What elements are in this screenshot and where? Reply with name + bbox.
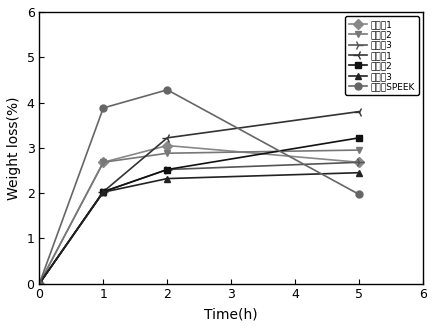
实施例2: [37, 282, 42, 286]
Y-axis label: Weight loss(%): Weight loss(%): [7, 96, 21, 199]
Line: 实施例3: 实施例3: [34, 157, 364, 289]
对比例1: [37, 282, 42, 286]
Line: 未捉杂SPEEK: 未捉杂SPEEK: [36, 86, 363, 287]
Line: 实施例2: 实施例2: [36, 147, 363, 287]
实施例3: [37, 282, 42, 286]
对比例2: [357, 136, 362, 140]
对比例2: [37, 282, 42, 286]
Legend: 实施例1, 实施例2, 实施例3, 对比例1, 对比例2, 对比例3, 未捉杂SPEEK: 实施例1, 实施例2, 实施例3, 对比例1, 对比例2, 对比例3, 未捉杂S…: [345, 16, 419, 95]
实施例1: [37, 282, 42, 286]
对比例3: [37, 282, 42, 286]
对比例2: [164, 168, 170, 172]
实施例2: [101, 160, 106, 164]
Line: 实施例1: 实施例1: [36, 142, 363, 287]
实施例2: [164, 151, 170, 155]
未捉杂SPEEK: [101, 106, 106, 110]
实施例3: [164, 168, 170, 172]
对比例3: [164, 176, 170, 180]
Line: 对比例3: 对比例3: [36, 169, 363, 287]
Line: 对比例2: 对比例2: [36, 134, 363, 287]
对比例3: [101, 190, 106, 194]
实施例2: [357, 148, 362, 152]
未捉杂SPEEK: [357, 193, 362, 196]
未捉杂SPEEK: [164, 88, 170, 92]
对比例1: [164, 136, 170, 140]
未捉杂SPEEK: [37, 282, 42, 286]
实施例1: [164, 144, 170, 148]
对比例1: [357, 110, 362, 113]
X-axis label: Time(h): Time(h): [204, 307, 258, 321]
实施例3: [357, 160, 362, 164]
实施例1: [357, 160, 362, 164]
对比例2: [101, 190, 106, 194]
实施例1: [101, 160, 106, 164]
Line: 对比例1: 对比例1: [34, 107, 364, 289]
实施例3: [101, 190, 106, 194]
对比例3: [357, 171, 362, 175]
对比例1: [101, 190, 106, 194]
